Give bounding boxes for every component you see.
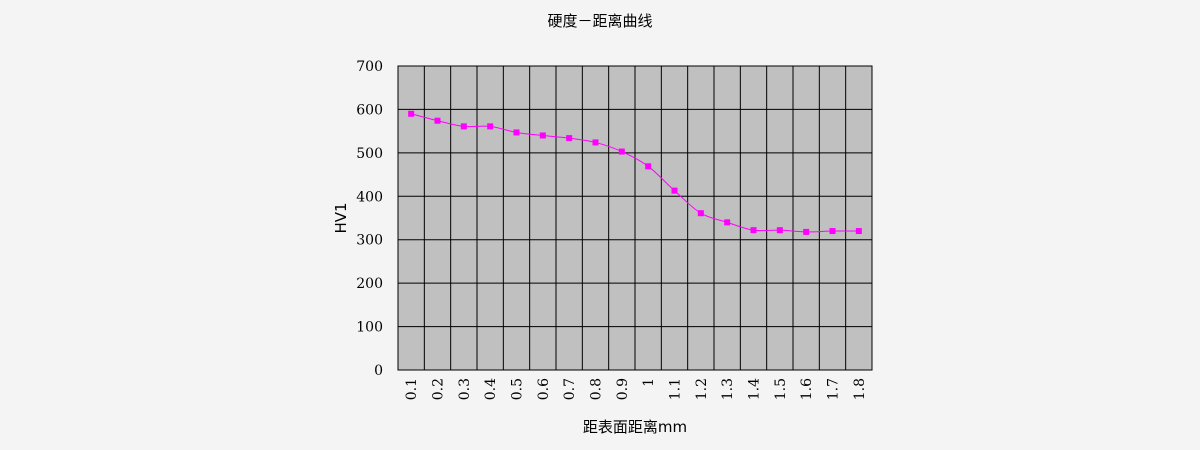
x-tick-label: 1.8 bbox=[852, 378, 868, 400]
data-point-marker bbox=[803, 228, 810, 235]
x-tick-label: 0.6 bbox=[536, 378, 552, 400]
data-point-marker bbox=[697, 210, 704, 217]
y-tick-label: 400 bbox=[356, 189, 383, 205]
x-tick-label: 0.7 bbox=[562, 378, 578, 400]
data-point-marker bbox=[829, 228, 836, 235]
data-point-marker bbox=[776, 227, 783, 234]
x-tick-label: 1.5 bbox=[773, 378, 789, 400]
x-axis-label: 距表面距离mm bbox=[583, 418, 687, 436]
x-tick-label: 1.2 bbox=[694, 378, 710, 400]
data-point-marker bbox=[539, 132, 546, 139]
y-tick-label: 100 bbox=[356, 320, 383, 336]
y-axis-label: HV1 bbox=[332, 202, 350, 233]
x-tick-label: 0.9 bbox=[615, 378, 631, 400]
y-tick-label: 0 bbox=[374, 363, 383, 379]
y-tick-label: 300 bbox=[356, 233, 383, 249]
x-tick-label: 0.5 bbox=[510, 378, 526, 400]
x-tick-label: 1.6 bbox=[799, 378, 815, 400]
y-tick-label: 200 bbox=[356, 276, 383, 292]
x-tick-label: 0.2 bbox=[431, 378, 447, 400]
data-point-marker bbox=[408, 110, 415, 117]
x-tick-label: 0.3 bbox=[457, 378, 473, 400]
plot-area bbox=[397, 65, 873, 371]
data-point-marker bbox=[645, 163, 652, 170]
x-axis-ticks: 0.1 0.2 0.3 0.4 0.5 0.6 0.7 0.8 0.9 1 1.1 1.2 1.3 1.4… bbox=[404, 378, 868, 400]
data-point-marker bbox=[592, 139, 599, 146]
x-tick-label: 1.1 bbox=[668, 378, 684, 400]
y-tick-label: 600 bbox=[356, 102, 383, 118]
x-tick-label: 1.3 bbox=[720, 378, 736, 400]
data-point-marker bbox=[855, 228, 862, 235]
data-point-marker bbox=[434, 117, 441, 124]
data-point-marker bbox=[750, 227, 757, 234]
x-tick-label: 0.8 bbox=[589, 378, 605, 400]
series-layer bbox=[408, 110, 862, 235]
x-tick-label: 1.4 bbox=[747, 378, 763, 400]
x-tick-label: 0.4 bbox=[483, 378, 499, 400]
data-point-marker bbox=[487, 123, 494, 130]
y-tick-label: 500 bbox=[356, 146, 383, 162]
x-tick-label: 1 bbox=[641, 378, 657, 387]
data-point-marker bbox=[618, 148, 625, 155]
x-tick-label: 0.1 bbox=[404, 378, 420, 400]
chart-title: 硬度－距离曲线 bbox=[547, 12, 652, 30]
data-point-marker bbox=[566, 135, 573, 142]
data-point-marker bbox=[513, 129, 520, 136]
y-tick-label: 700 bbox=[356, 59, 383, 75]
data-point-marker bbox=[724, 219, 731, 226]
y-axis-ticks: 0 100 200 300 400 500 600 700 bbox=[356, 59, 383, 379]
data-point-marker bbox=[460, 123, 467, 130]
x-tick-label: 1.7 bbox=[826, 378, 842, 400]
data-point-marker bbox=[671, 187, 678, 194]
